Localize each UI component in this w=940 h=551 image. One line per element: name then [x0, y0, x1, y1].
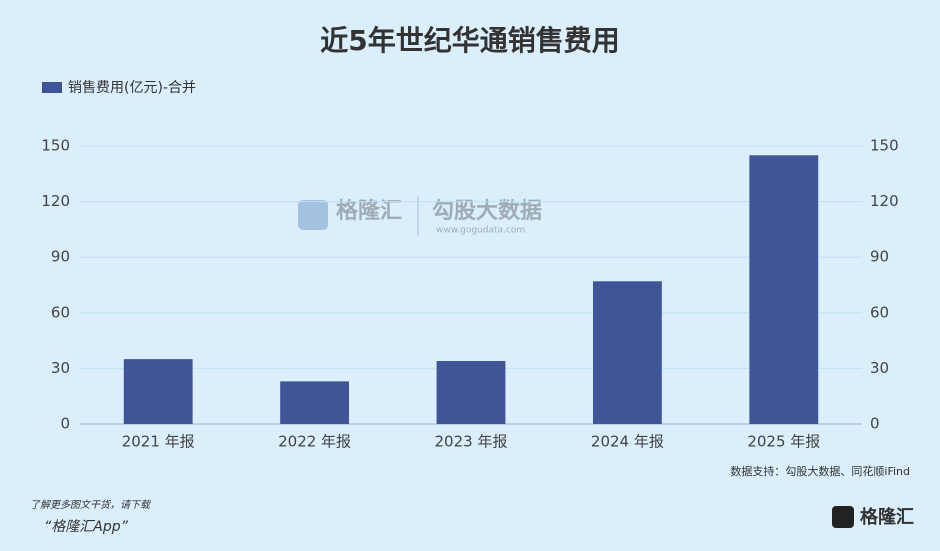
x-tick-label: 2023 年报	[435, 433, 508, 451]
bar	[749, 155, 819, 424]
watermark-data-brand: 勾股大数据	[432, 198, 542, 224]
x-tick-label: 2022 年报	[278, 433, 351, 451]
chart-title: 近5年世纪华通销售费用	[320, 24, 619, 57]
y-tick-label: 120	[41, 192, 70, 210]
bar	[123, 359, 193, 424]
bar	[592, 281, 662, 424]
bar	[280, 381, 350, 424]
x-tick-label: 2025 年报	[747, 433, 820, 451]
y-tick-label: 150	[41, 137, 70, 155]
y2-tick-label: 30	[870, 359, 889, 377]
footer-app: “格隆汇App”	[44, 519, 129, 535]
footer-logo: 格隆汇	[860, 506, 914, 528]
y2-tick-label: 0	[870, 415, 880, 433]
y-tick-label: 0	[60, 415, 70, 433]
legend-label: 销售费用(亿元)-合并	[68, 80, 196, 96]
y-tick-label: 60	[51, 303, 70, 321]
source: 数据支持：勾股大数据、同花顺iFind	[730, 464, 910, 478]
watermark-icon	[298, 200, 328, 230]
y-tick-label: 30	[51, 359, 70, 377]
x-tick-label: 2021 年报	[122, 433, 195, 451]
y2-tick-label: 120	[870, 192, 899, 210]
y2-tick-label: 90	[870, 248, 889, 266]
y2-tick-label: 150	[870, 137, 899, 155]
footer-logo-icon	[832, 506, 854, 528]
legend-swatch	[42, 82, 62, 93]
watermark: 格隆汇 勾股大数据 www.gogudata.com	[298, 196, 542, 236]
footer-note: 了解更多图文干货，请下载	[30, 499, 152, 511]
y-tick-label: 90	[51, 248, 70, 266]
y2-tick-label: 60	[870, 303, 889, 321]
x-tick-label: 2024 年报	[591, 433, 664, 451]
bar	[436, 360, 506, 424]
watermark-url: www.gogudata.com	[436, 226, 525, 236]
watermark-brand: 格隆汇	[336, 198, 402, 224]
